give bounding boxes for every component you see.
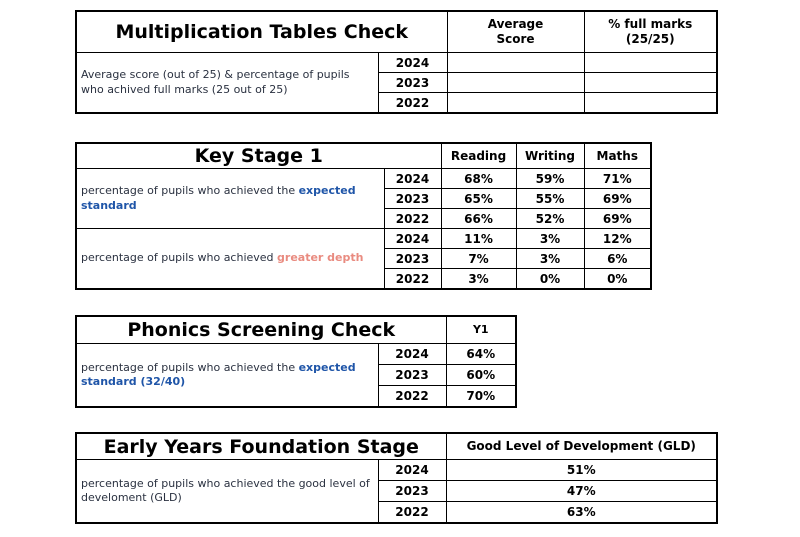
value-cell-y1-2022: 70%: [445, 385, 517, 408]
year-cell-2024: 2024: [383, 228, 442, 249]
year-cell-2023: 2023: [377, 72, 448, 93]
description-accent-expected-standard-32-40: expected standard (32/40): [81, 360, 356, 388]
year-cell-2024: 2024: [377, 459, 447, 481]
year-cell-2023: 2023: [383, 248, 442, 269]
year-cell-2022: 2022: [383, 208, 442, 229]
year-cell-2022: 2022: [377, 92, 448, 114]
row-description-expected-standard: percentage of pupils who achieved the ex…: [75, 168, 385, 229]
year-cell-2024: 2024: [377, 52, 448, 73]
description-text: percentage of pupils who achieved the: [81, 184, 299, 198]
table-header-row: Early Years Foundation Stage Good Level …: [75, 432, 718, 460]
year-cell-2022: 2022: [377, 501, 447, 524]
description-text: percentage of pupils who achieved: [81, 251, 278, 265]
value-cell-writing-2023: 3%: [515, 248, 585, 269]
value-cell-gld-2022: 63%: [445, 501, 718, 524]
phonics-screening-check-table: Phonics Screening Check Y1 percentage of…: [75, 315, 518, 408]
key-stage-1-table: Key Stage 1 Reading Writing Maths percen…: [75, 142, 652, 290]
description-text: percentage of pupils who achieved the: [81, 360, 299, 374]
value-cell-y1-2023: 60%: [445, 364, 517, 386]
multiplication-tables-check-table: Multiplication Tables Check Average Scor…: [75, 10, 718, 114]
value-cell-writing-2023: 55%: [515, 188, 585, 209]
table-row: 2023 47%: [76, 480, 718, 502]
value-cell-writing-2024: 3%: [515, 228, 585, 249]
table-title-ks1: Key Stage 1: [75, 142, 442, 169]
value-cell-reading-2024: 11%: [440, 228, 517, 249]
table-title-mtc: Multiplication Tables Check: [75, 10, 448, 53]
table-row: 2023 60%: [76, 364, 517, 386]
year-cell-2023: 2023: [383, 188, 442, 209]
table-title-phonics: Phonics Screening Check: [75, 315, 447, 344]
value-cell-maths-2022: 0%: [583, 268, 652, 290]
value-cell-y1-2024: 64%: [445, 343, 517, 365]
table-row: percentage of pupils who achieved the ex…: [75, 343, 517, 408]
value-cell-full-marks-2022: [583, 92, 718, 114]
year-cell-2024: 2024: [383, 168, 442, 189]
value-cell-maths-2023: 69%: [583, 188, 652, 209]
year-cell-2022: 2022: [383, 268, 442, 290]
value-cell-average-score-2022: [446, 92, 585, 114]
table-title-eyfs: Early Years Foundation Stage: [75, 432, 447, 460]
column-header-y1: Y1: [445, 315, 517, 344]
value-cell-full-marks-2023: [583, 72, 718, 93]
value-cell-gld-2024: 51%: [445, 459, 718, 481]
table-row: percentage of pupils who achieved the ex…: [75, 168, 652, 229]
table-row: 2022 63%: [76, 501, 718, 524]
table-row: Average score (out of 25) & percentage o…: [75, 52, 718, 114]
table-header-row: Multiplication Tables Check Average Scor…: [75, 10, 718, 53]
value-cell-full-marks-2024: [583, 52, 718, 73]
year-cell-2024: 2024: [377, 343, 447, 365]
value-cell-reading-2022: 3%: [440, 268, 517, 290]
column-header-reading: Reading: [440, 142, 517, 169]
year-cell-2023: 2023: [377, 480, 447, 502]
column-header-maths: Maths: [583, 142, 652, 169]
value-cell-writing-2022: 52%: [515, 208, 585, 229]
value-cell-maths-2023: 6%: [583, 248, 652, 269]
row-description-eyfs: percentage of pupils who achieved the go…: [75, 459, 379, 524]
value-cell-average-score-2024: [446, 52, 585, 73]
value-cell-average-score-2023: [446, 72, 585, 93]
table-header-row: Key Stage 1 Reading Writing Maths: [75, 142, 652, 169]
early-years-foundation-stage-table: Early Years Foundation Stage Good Level …: [75, 432, 718, 524]
table-row: 2022 70%: [76, 385, 517, 408]
table-row: percentage of pupils who achieved greate…: [75, 228, 652, 290]
value-cell-reading-2023: 7%: [440, 248, 517, 269]
value-cell-maths-2022: 69%: [583, 208, 652, 229]
column-header-average-score: Average Score: [446, 10, 585, 53]
row-description-mtc: Average score (out of 25) & percentage o…: [75, 52, 379, 114]
value-cell-maths-2024: 12%: [583, 228, 652, 249]
value-cell-reading-2023: 65%: [440, 188, 517, 209]
row-description-phonics: percentage of pupils who achieved the ex…: [75, 343, 379, 408]
description-text: Average score (out of 25) & percentage o…: [81, 68, 350, 96]
column-header-writing: Writing: [515, 142, 585, 169]
column-header-full-marks: % full marks (25/25): [583, 10, 718, 53]
value-cell-writing-2022: 0%: [515, 268, 585, 290]
year-cell-2022: 2022: [377, 385, 447, 408]
value-cell-reading-2024: 68%: [440, 168, 517, 189]
value-cell-writing-2024: 59%: [515, 168, 585, 189]
table-row: 2023: [76, 72, 718, 93]
value-cell-gld-2023: 47%: [445, 480, 718, 502]
table-row: 2022: [76, 92, 718, 114]
table-row: 2022 66% 52% 69%: [76, 208, 652, 229]
description-accent-expected-standard: expected standard: [81, 184, 356, 212]
value-cell-maths-2024: 71%: [583, 168, 652, 189]
value-cell-reading-2022: 66%: [440, 208, 517, 229]
table-header-row: Phonics Screening Check Y1: [75, 315, 517, 344]
table-row: percentage of pupils who achieved the go…: [75, 459, 718, 524]
table-row: 2022 3% 0% 0%: [76, 268, 652, 290]
column-header-gld: Good Level of Development (GLD): [445, 432, 718, 460]
year-cell-2023: 2023: [377, 364, 447, 386]
description-accent-greater-depth: greater depth: [277, 251, 364, 265]
row-description-greater-depth: percentage of pupils who achieved greate…: [75, 228, 385, 290]
description-text: percentage of pupils who achieved the go…: [81, 476, 370, 504]
table-row: 2023 7% 3% 6%: [76, 248, 652, 269]
